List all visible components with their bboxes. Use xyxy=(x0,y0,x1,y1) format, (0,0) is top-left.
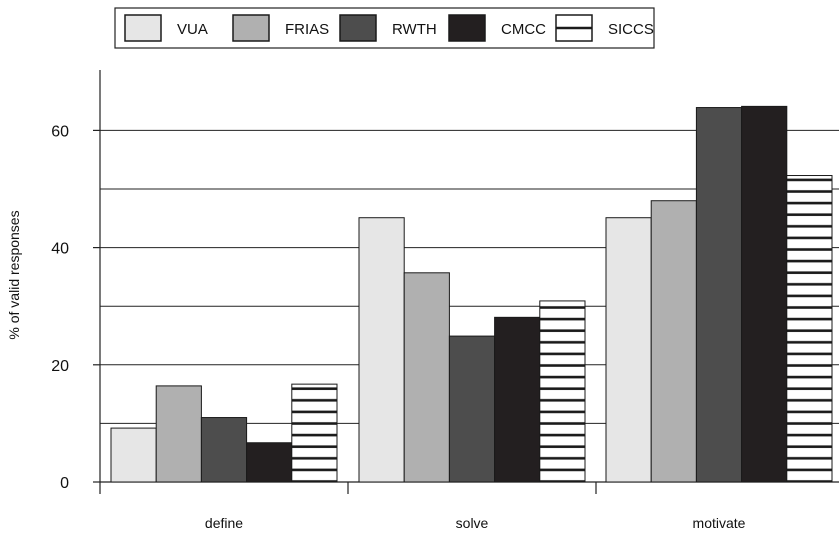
bar-vua-solve xyxy=(358,217,405,483)
x-category-label: define xyxy=(205,515,243,531)
bar-vua-define xyxy=(110,427,157,483)
legend-label-cmcc: CMCC xyxy=(501,21,546,38)
bar-vua-motivate xyxy=(605,217,652,483)
bar-cmcc-motivate xyxy=(741,105,788,483)
bar-rwth-define xyxy=(200,417,248,483)
bar-rwth-solve xyxy=(448,335,496,483)
legend-swatch-rwth xyxy=(339,14,377,42)
y-tick-label: 20 xyxy=(51,358,69,375)
legend-label-vua: VUA xyxy=(177,21,208,38)
legend: VUA FRIAS RWTH CMCC SICCS xyxy=(114,7,655,49)
y-axis-ticks: 0 20 40 60 xyxy=(51,123,100,492)
legend-label-siccs: SICCS xyxy=(608,21,654,38)
y-tick-label: 40 xyxy=(51,241,69,258)
bar-siccs-motivate xyxy=(786,175,833,483)
bars xyxy=(110,105,833,483)
legend-swatch-cmcc xyxy=(448,14,486,42)
bar-siccs-solve xyxy=(539,300,586,483)
legend-label-rwth: RWTH xyxy=(392,21,437,38)
legend-swatch-vua xyxy=(124,14,162,42)
bar-cmcc-define xyxy=(246,442,293,483)
x-category-label: motivate xyxy=(693,515,746,531)
x-category-label: solve xyxy=(456,515,489,531)
legend-label-frias: FRIAS xyxy=(285,21,329,38)
bar-frias-define xyxy=(155,385,202,483)
bar-rwth-motivate xyxy=(695,107,743,483)
x-axis-categories: define solve motivate xyxy=(99,482,746,531)
legend-swatch-frias xyxy=(232,14,270,42)
bar-cmcc-solve xyxy=(494,316,541,483)
bar-frias-solve xyxy=(403,272,450,483)
y-tick-label: 60 xyxy=(51,123,69,140)
y-axis-title: % of valid responses xyxy=(6,210,22,339)
bar-frias-motivate xyxy=(650,200,697,483)
y-tick-label: 0 xyxy=(60,475,69,492)
bar-siccs-define xyxy=(291,383,338,483)
